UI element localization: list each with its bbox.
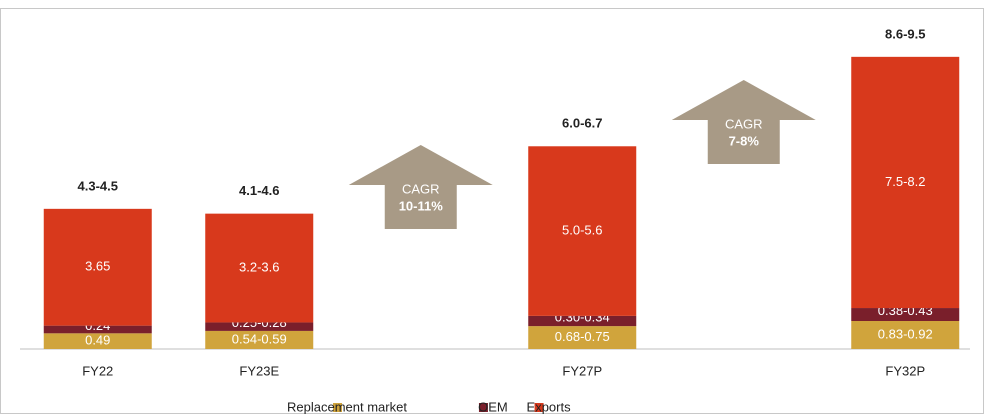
- frame: [0, 8, 984, 414]
- x-tick-label: FY23E: [239, 363, 279, 378]
- cagr-label: CAGR: [725, 116, 763, 131]
- cagr-arrow: [671, 80, 816, 164]
- total-label: 6.0-6.7: [562, 116, 602, 131]
- bar-segment: [528, 315, 637, 327]
- bar-segment: [528, 146, 637, 316]
- cagr-value: 7-8%: [729, 133, 760, 148]
- total-label: 4.1-4.6: [239, 183, 279, 198]
- value-label: 3.65: [85, 259, 110, 274]
- bar-segment: [43, 208, 152, 326]
- legend-label: OEM: [478, 399, 508, 414]
- bar-segment: [851, 308, 960, 321]
- value-label: 7.5-8.2: [885, 174, 925, 189]
- bar-segment: [43, 325, 152, 334]
- bar-segment: [205, 322, 314, 331]
- value-label: 5.0-5.6: [562, 223, 602, 238]
- value-label: 3.2-3.6: [239, 259, 279, 274]
- bar-segment: [205, 213, 314, 323]
- legend-swatch: [534, 403, 544, 412]
- total-label: 8.6-9.5: [885, 26, 925, 41]
- value-label: 0.83-0.92: [878, 326, 933, 341]
- bar-segment: [851, 321, 960, 349]
- total-label: 4.3-4.5: [78, 178, 118, 193]
- value-label: 0.54-0.59: [232, 331, 287, 346]
- x-tick-label: FY27P: [562, 363, 602, 378]
- x-tick-label: FY22: [82, 363, 113, 378]
- bar-segment: [851, 56, 960, 309]
- cagr-value: 10-11%: [399, 198, 444, 213]
- legend-label: Exports: [527, 399, 572, 414]
- x-tick-label: FY32P: [885, 363, 925, 378]
- cagr-arrow: [348, 145, 493, 229]
- value-label: 0.68-0.75: [555, 329, 610, 344]
- cagr-label: CAGR: [402, 181, 440, 196]
- value-label: 0.49: [85, 333, 110, 348]
- bar-segment: [205, 330, 314, 349]
- bar-segment: [528, 326, 637, 349]
- bar-segment: [43, 333, 152, 349]
- legend-swatch: [478, 403, 488, 412]
- legend-label: Replacement market: [287, 399, 407, 414]
- legend-swatch: [333, 403, 342, 412]
